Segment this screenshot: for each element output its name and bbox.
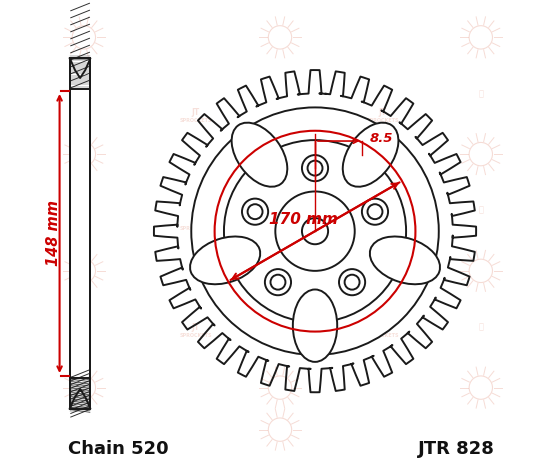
Circle shape (224, 140, 406, 322)
Text: 扎: 扎 (81, 205, 86, 215)
Ellipse shape (232, 123, 287, 187)
Text: JT: JT (192, 216, 200, 225)
Text: SPROCKETS: SPROCKETS (180, 333, 212, 338)
Circle shape (265, 269, 291, 295)
Circle shape (367, 204, 382, 219)
Ellipse shape (293, 290, 337, 362)
Text: JT: JT (379, 216, 387, 225)
Text: SPROCKETS: SPROCKETS (366, 333, 399, 338)
Text: 扎: 扎 (478, 322, 483, 332)
Text: 扎: 扎 (81, 89, 86, 98)
Circle shape (302, 218, 328, 244)
Text: SPROCKETS: SPROCKETS (180, 118, 212, 123)
Ellipse shape (370, 236, 440, 284)
Circle shape (339, 269, 365, 295)
Polygon shape (70, 389, 90, 409)
Polygon shape (70, 58, 90, 78)
Ellipse shape (190, 236, 260, 284)
Text: SPROCKETS: SPROCKETS (180, 226, 212, 231)
Text: 扎: 扎 (81, 322, 86, 332)
Text: Chain 520: Chain 520 (68, 440, 168, 458)
Text: 扎: 扎 (278, 229, 282, 238)
Bar (70, 58, 90, 409)
Text: 扎: 扎 (478, 205, 483, 215)
Text: 8.5: 8.5 (369, 132, 393, 145)
Circle shape (242, 198, 268, 225)
Text: SPROCKETS: SPROCKETS (366, 226, 399, 231)
Circle shape (302, 155, 328, 181)
Text: JTR 828: JTR 828 (418, 440, 495, 458)
Text: 扎: 扎 (278, 126, 282, 135)
Circle shape (276, 191, 354, 271)
Text: 170 mm: 170 mm (269, 212, 338, 227)
Circle shape (248, 204, 263, 219)
Text: SPROCKETS: SPROCKETS (366, 118, 399, 123)
Text: 148 mm: 148 mm (46, 200, 62, 267)
Text: JT: JT (379, 108, 387, 117)
Circle shape (362, 198, 388, 225)
Text: 扎: 扎 (278, 332, 282, 341)
Circle shape (270, 275, 286, 290)
Text: JT: JT (379, 323, 387, 332)
Circle shape (192, 107, 439, 355)
Text: JT: JT (192, 108, 200, 117)
Circle shape (344, 275, 360, 290)
Text: 扎: 扎 (478, 89, 483, 98)
Text: JT: JT (192, 323, 200, 332)
Ellipse shape (343, 123, 398, 187)
Circle shape (307, 161, 323, 176)
